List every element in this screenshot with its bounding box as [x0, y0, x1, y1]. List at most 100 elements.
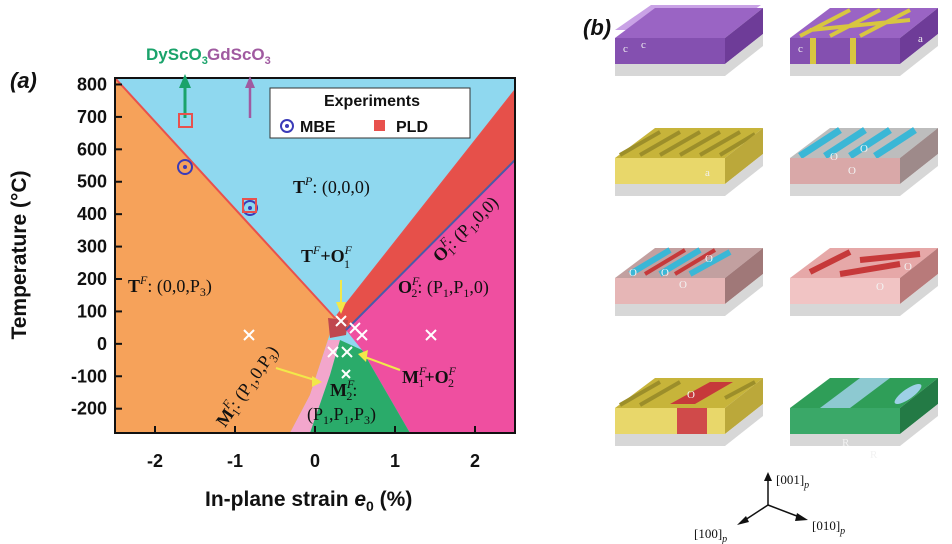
legend-box — [269, 87, 471, 139]
y-tick-label: 300 — [77, 237, 107, 257]
cross-marker — [341, 369, 351, 379]
o2-close: ,0) — [469, 277, 489, 298]
tile-label: O — [830, 151, 838, 163]
tile-domain-band — [820, 378, 890, 408]
x-axis: -2 -1 0 1 2 — [147, 426, 480, 471]
tile-front — [615, 408, 725, 434]
phase-label-m2-vector: (P1,P1,P3) — [307, 404, 376, 427]
tile-label: O — [904, 261, 912, 273]
y-tick-label: -200 — [71, 399, 107, 419]
tile-label: c — [641, 39, 646, 51]
direction-100-sub: p — [721, 534, 727, 544]
domain-tile: c c — [615, 5, 763, 76]
direction-100: [100] — [694, 526, 722, 541]
tf-rest: : (0,0,P — [147, 276, 200, 297]
tp-sup: P — [304, 174, 313, 188]
m2b-t2: ,P — [329, 404, 344, 424]
phase-label-o2: OF 2: (P1,P1,0) — [398, 274, 489, 300]
legend-mbe-dot — [285, 124, 289, 128]
tile-top — [615, 8, 763, 38]
tile-domain-stripes — [628, 247, 732, 277]
tp-rest: : (0,0,0) — [312, 177, 370, 198]
o2-rest: : (P — [417, 277, 443, 298]
legend-mbe-marker — [280, 119, 294, 133]
tile-substrate — [790, 274, 938, 316]
tile-substrate — [790, 34, 938, 76]
to-coexistence-region — [328, 318, 348, 338]
mbe-point-dot — [248, 206, 252, 210]
tile-domain-patch — [677, 408, 707, 434]
panel-b: (b) c c c a a — [583, 5, 938, 544]
direction-001: [001] — [776, 472, 804, 487]
substrate-dysco3: DyScO3 — [146, 45, 208, 118]
tile-label: c — [623, 43, 628, 55]
tile-label: O — [876, 281, 884, 293]
x-tick-label: 0 — [310, 451, 320, 471]
tile-label: R — [842, 437, 850, 449]
tile-front — [615, 38, 725, 64]
tile-substrate — [790, 154, 938, 196]
cross-marker — [327, 346, 339, 358]
m2b-text: (P — [307, 404, 323, 425]
tile-domain-stripes — [798, 127, 917, 159]
tile-side — [725, 8, 763, 64]
tetragonal-region — [115, 78, 335, 433]
tile-front — [790, 408, 900, 434]
tile-label: c — [798, 43, 803, 55]
legend: Experiments MBE PLD — [269, 87, 471, 139]
tf-sub: 3 — [200, 285, 206, 299]
axis-up-arrowhead — [764, 472, 772, 481]
x-tick-label: -1 — [227, 451, 243, 471]
x-tick-label: 1 — [390, 451, 400, 471]
mbe-point — [177, 159, 193, 175]
y-tick-label: -100 — [71, 366, 107, 386]
mo-asup: F — [418, 364, 427, 378]
m1-pointer-arrowhead — [312, 376, 322, 387]
o2-mid: ,P — [449, 277, 464, 297]
tile-domain-walls — [799, 8, 911, 38]
domain-tile: O — [615, 378, 763, 446]
tile-label: O — [848, 165, 856, 177]
tile-domain-stripes — [808, 249, 921, 277]
tile-front — [790, 278, 900, 304]
to-asup: F — [312, 243, 321, 257]
mo-a: M — [402, 367, 419, 387]
crystal-axes: [001]p [100]p [010]p — [694, 472, 845, 544]
x-tick-label: -2 — [147, 451, 163, 471]
o2-sup: F — [411, 274, 420, 288]
tile-domain-hole — [894, 383, 922, 405]
phase-boundary-oo — [345, 159, 515, 331]
m2b-close: ) — [370, 404, 376, 425]
monoclinic2-region — [310, 340, 410, 433]
y-tick-label: 500 — [77, 172, 107, 192]
tile-side — [900, 248, 938, 304]
m2b-t3: ,P — [350, 404, 365, 424]
phase-label-tp: TP: (0,0,0) — [293, 174, 370, 198]
o2-sub3: 1 — [463, 286, 469, 300]
domain-tile: c a — [790, 8, 938, 76]
monoclinic1-region — [290, 340, 340, 433]
y-tick-label: 800 — [77, 74, 107, 94]
tile-label: O — [661, 267, 669, 279]
y-axis: 800 700 600 500 400 300 200 100 0 -100 -200 — [71, 74, 122, 419]
o2-sym: O — [398, 277, 412, 297]
phase-label-m2: MF 2: — [330, 377, 357, 403]
y-tick-label: 600 — [77, 139, 107, 159]
tile-domain-stripes — [643, 248, 717, 276]
domain-tile: O O O O — [615, 247, 763, 316]
domain-tile: a — [615, 128, 763, 196]
tile-domain-patch — [670, 382, 733, 404]
cross-marker — [425, 329, 437, 341]
mo-bsub: 2 — [448, 376, 454, 390]
axis-left-arrowhead — [737, 516, 749, 525]
tile-side — [900, 8, 938, 64]
cross-marker — [356, 329, 368, 341]
tf-sym: T — [128, 276, 140, 296]
mo-plus: +O — [424, 367, 448, 387]
legend-title: Experiments — [324, 93, 420, 110]
to-a: T — [301, 246, 313, 266]
axis-right-arrowhead — [795, 513, 808, 521]
tile-front — [615, 278, 725, 304]
direction-001-sub: p — [803, 480, 809, 491]
legend-pld-label: PLD — [396, 119, 428, 136]
